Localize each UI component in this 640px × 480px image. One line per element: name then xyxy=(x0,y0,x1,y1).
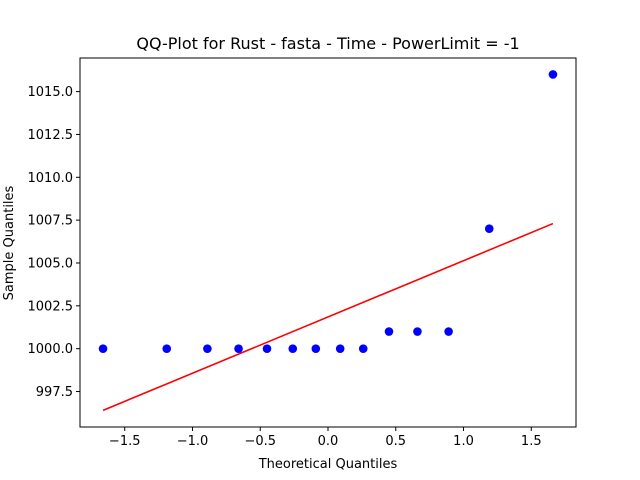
y-tick-label: 1000.0 xyxy=(28,342,74,357)
data-point xyxy=(203,344,212,353)
chart-title: QQ-Plot for Rust - fasta - Time - PowerL… xyxy=(136,34,519,53)
x-tick-label: 0.5 xyxy=(385,434,406,449)
y-tick-label: 1005.0 xyxy=(28,256,74,271)
y-axis-ticks: 997.5 1000.0 1002.5 1005.0 1007.5 1010.0 1012.… xyxy=(28,85,80,400)
x-axis-title: Theoretical Quantiles xyxy=(258,457,398,472)
y-tick-label: 1010.0 xyxy=(28,171,74,186)
x-tick-label: 0.0 xyxy=(318,434,339,449)
data-point xyxy=(358,344,368,353)
data-point xyxy=(288,344,298,353)
data-point xyxy=(548,70,558,79)
y-tick-label: 1002.5 xyxy=(28,299,74,314)
y-axis-title: Sample Quantiles xyxy=(2,185,17,300)
y-tick-label: 997.5 xyxy=(36,385,73,400)
data-point xyxy=(384,327,394,336)
x-tick-label: −1.0 xyxy=(177,434,209,449)
x-tick-label: −0.5 xyxy=(244,434,276,449)
reference-line xyxy=(102,222,554,412)
y-tick-label: 1007.5 xyxy=(28,214,74,229)
data-point xyxy=(262,344,272,353)
data-point xyxy=(444,327,453,336)
data-point xyxy=(162,344,172,353)
x-tick-label: 1.5 xyxy=(521,434,542,449)
data-point xyxy=(484,224,494,234)
x-tick-label: −1.5 xyxy=(109,434,141,449)
y-tick-label: 1015.0 xyxy=(28,85,74,100)
x-tick-label: 1.0 xyxy=(453,434,474,449)
data-point xyxy=(234,344,243,353)
data-point xyxy=(413,327,422,336)
data-point xyxy=(335,344,345,353)
plot-area xyxy=(98,70,558,412)
data-point xyxy=(311,344,321,353)
x-axis-ticks: −1.5 −1.0 −0.5 0.0 0.5 1.0 1.5 xyxy=(109,427,542,449)
plot-frame xyxy=(79,57,577,428)
y-tick-label: 1012.5 xyxy=(28,128,74,143)
data-point xyxy=(98,344,108,353)
